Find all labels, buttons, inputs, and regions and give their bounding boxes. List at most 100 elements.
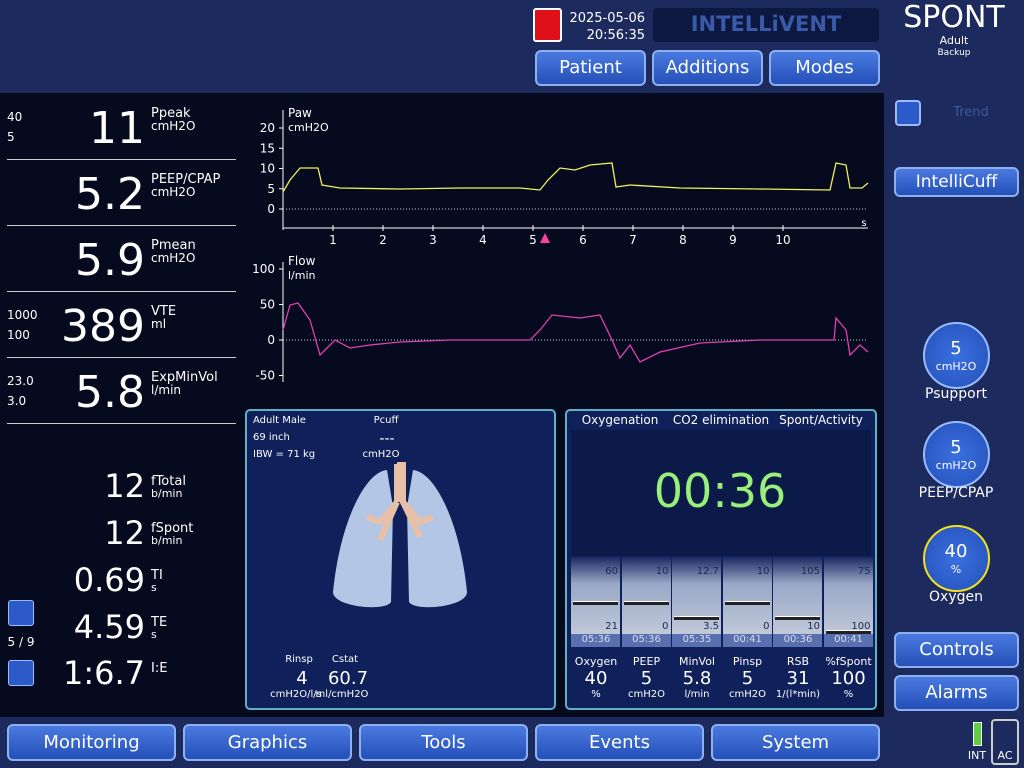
- alarm-low: 100: [7, 328, 30, 342]
- range-low: 0: [662, 621, 669, 632]
- setting-label: RSB: [786, 655, 810, 668]
- x-tick-label: 10: [775, 233, 790, 247]
- parameter-value: 5.9: [75, 235, 145, 286]
- parameter-unit: cmH2O: [151, 119, 196, 133]
- control-knob[interactable]: [923, 421, 990, 488]
- controls-button[interactable]: Controls: [894, 632, 1019, 668]
- trend-icon[interactable]: [895, 100, 921, 126]
- y-tick-label: 20: [260, 121, 275, 135]
- separator: [7, 357, 236, 358]
- setting-label: PEEP: [632, 655, 661, 668]
- bottom-tab[interactable]: Graphics: [183, 724, 352, 761]
- control-label: Psupport: [925, 386, 987, 402]
- lung-panel: [245, 409, 556, 710]
- date: 2025-05-06: [569, 11, 645, 26]
- patient-group: Adult: [939, 34, 969, 47]
- separator: [7, 291, 236, 292]
- time-cell: [722, 634, 772, 647]
- x-tick-label: 1: [329, 233, 337, 247]
- range-high: 75: [857, 566, 871, 577]
- parameter-unit: cmH2O: [151, 185, 196, 199]
- parameter-name: fTotal: [151, 474, 186, 489]
- target-indicator: [623, 601, 669, 605]
- time: 20:56:35: [586, 28, 645, 43]
- header-tab[interactable]: Patient: [535, 50, 646, 86]
- y-tick-label: 0: [267, 202, 275, 216]
- time-cell: [672, 634, 721, 647]
- separator: [7, 423, 236, 424]
- time-cell: [773, 634, 822, 647]
- target-indicator: [825, 630, 871, 634]
- time-cell: [571, 634, 620, 647]
- bottom-tab[interactable]: Tools: [359, 724, 528, 761]
- pcuff-value: ---: [379, 431, 395, 447]
- rinsp-value: 4: [296, 668, 308, 689]
- page-up[interactable]: [8, 600, 34, 626]
- separator: [7, 159, 236, 160]
- parameter-value: 1:6.7: [62, 654, 145, 692]
- range-low: 10: [807, 621, 820, 632]
- pcuff-unit: cmH2O: [362, 449, 400, 460]
- control-unit: cmH2O: [935, 459, 977, 472]
- patient-height: 69 inch: [253, 432, 290, 443]
- info-icon[interactable]: [533, 8, 562, 42]
- plot-name: Paw: [288, 106, 312, 120]
- parameter-name: fSpont: [151, 521, 194, 536]
- pcuff-label: Pcuff: [373, 415, 399, 426]
- parameter-value: 12: [104, 467, 145, 505]
- alarm-low: 5: [7, 130, 15, 144]
- range-high: 60: [605, 566, 618, 577]
- setting-unit: %: [591, 689, 601, 700]
- control-knob[interactable]: [923, 322, 990, 389]
- time-since: 00:41: [834, 634, 863, 645]
- time-since: 05:36: [581, 634, 611, 645]
- rinsp-label: Rinsp: [285, 654, 313, 665]
- parameter-name: TE: [151, 615, 168, 630]
- alarm-high: 23.0: [7, 374, 34, 388]
- bottom-tab[interactable]: Events: [535, 724, 704, 761]
- parameter-value: 0.69: [73, 561, 145, 599]
- control-unit: cmH2O: [935, 360, 977, 373]
- setting-value: 5: [640, 668, 653, 689]
- intellicuff-button[interactable]: IntelliCuff: [894, 167, 1019, 197]
- bottom-tab[interactable]: System: [711, 724, 880, 761]
- x-tick-label: 3: [429, 233, 437, 247]
- x-tick-label: 7: [629, 233, 637, 247]
- range-high: 105: [800, 566, 820, 577]
- page-down[interactable]: [8, 660, 34, 686]
- target-bar: [672, 557, 721, 634]
- logo: INTELLiVENT: [690, 12, 842, 36]
- parameter-name: Pmean: [151, 238, 196, 253]
- alarms-button[interactable]: Alarms: [894, 675, 1019, 711]
- setting-unit: l/min: [684, 689, 710, 700]
- rinsp-unit: cmH2O/l/s: [270, 689, 322, 700]
- parameter-name: I:E: [151, 661, 168, 676]
- header-tab[interactable]: Modes: [769, 50, 880, 86]
- header-tab[interactable]: Additions: [652, 50, 763, 86]
- setting-label: Oxygen: [574, 655, 618, 668]
- range-low: 100: [851, 621, 871, 632]
- y-tick-label: 5: [267, 182, 275, 196]
- time-since: 05:36: [632, 634, 661, 645]
- parameter-unit: b/min: [151, 487, 183, 500]
- parameter-unit: l/min: [151, 383, 182, 397]
- control-knob[interactable]: [923, 525, 990, 592]
- x-tick-label: 9: [729, 233, 737, 247]
- control-value: 5: [950, 437, 962, 458]
- parameter-value: 389: [61, 301, 145, 352]
- y-tick-label: 50: [260, 298, 275, 312]
- target-indicator: [573, 601, 618, 605]
- trend-button: Trend: [953, 105, 989, 120]
- parameter-name: TI: [151, 568, 163, 583]
- ac-plug: [991, 719, 1019, 765]
- section-header: Oxygenation: [581, 413, 659, 427]
- target-indicator: [674, 616, 719, 620]
- time-since: 05:35: [682, 634, 712, 645]
- y-tick-label: 0: [267, 333, 275, 347]
- bottom-tab[interactable]: Monitoring: [7, 724, 176, 761]
- parameter-unit: ml: [151, 317, 167, 331]
- cstat-value: 60.7: [327, 668, 369, 689]
- x-tick-label: 8: [679, 233, 687, 247]
- setting-unit: %: [843, 689, 854, 700]
- control-value: 40: [944, 541, 968, 562]
